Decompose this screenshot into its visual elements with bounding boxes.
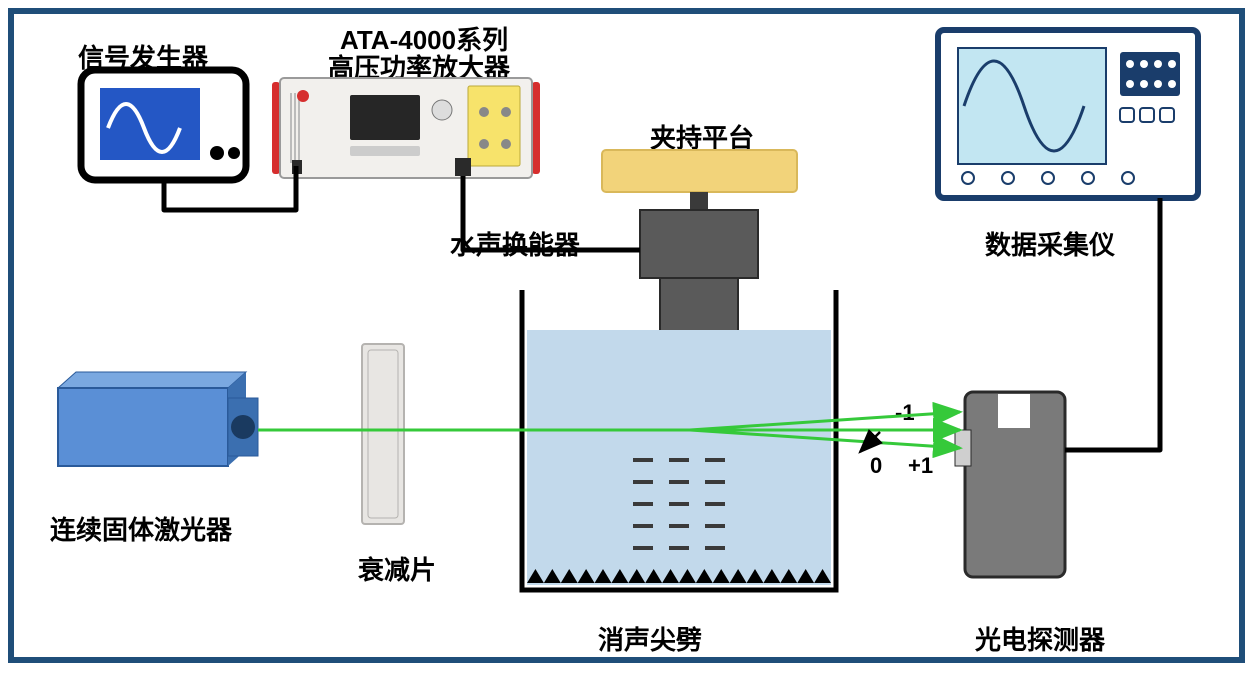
label-signal-generator: 信号发生器 <box>78 38 208 75</box>
label-photodetector: 光电探测器 <box>975 620 1105 657</box>
diagram-frame <box>8 8 1245 663</box>
label-amplifier-line2: 高压功率放大器 <box>328 48 510 85</box>
label-attenuator: 衰减片 <box>358 550 436 587</box>
label-order-zero: 0 <box>870 453 882 479</box>
label-order-plus1: +1 <box>908 453 933 479</box>
label-daq: 数据采集仪 <box>985 225 1115 262</box>
label-clamp-platform: 夹持平台 <box>650 118 754 155</box>
label-order-minus1: -1 <box>895 400 915 426</box>
label-anechoic: 消声尖劈 <box>598 620 702 657</box>
label-transducer: 水声换能器 <box>450 225 580 262</box>
label-laser: 连续固体激光器 <box>50 510 232 547</box>
